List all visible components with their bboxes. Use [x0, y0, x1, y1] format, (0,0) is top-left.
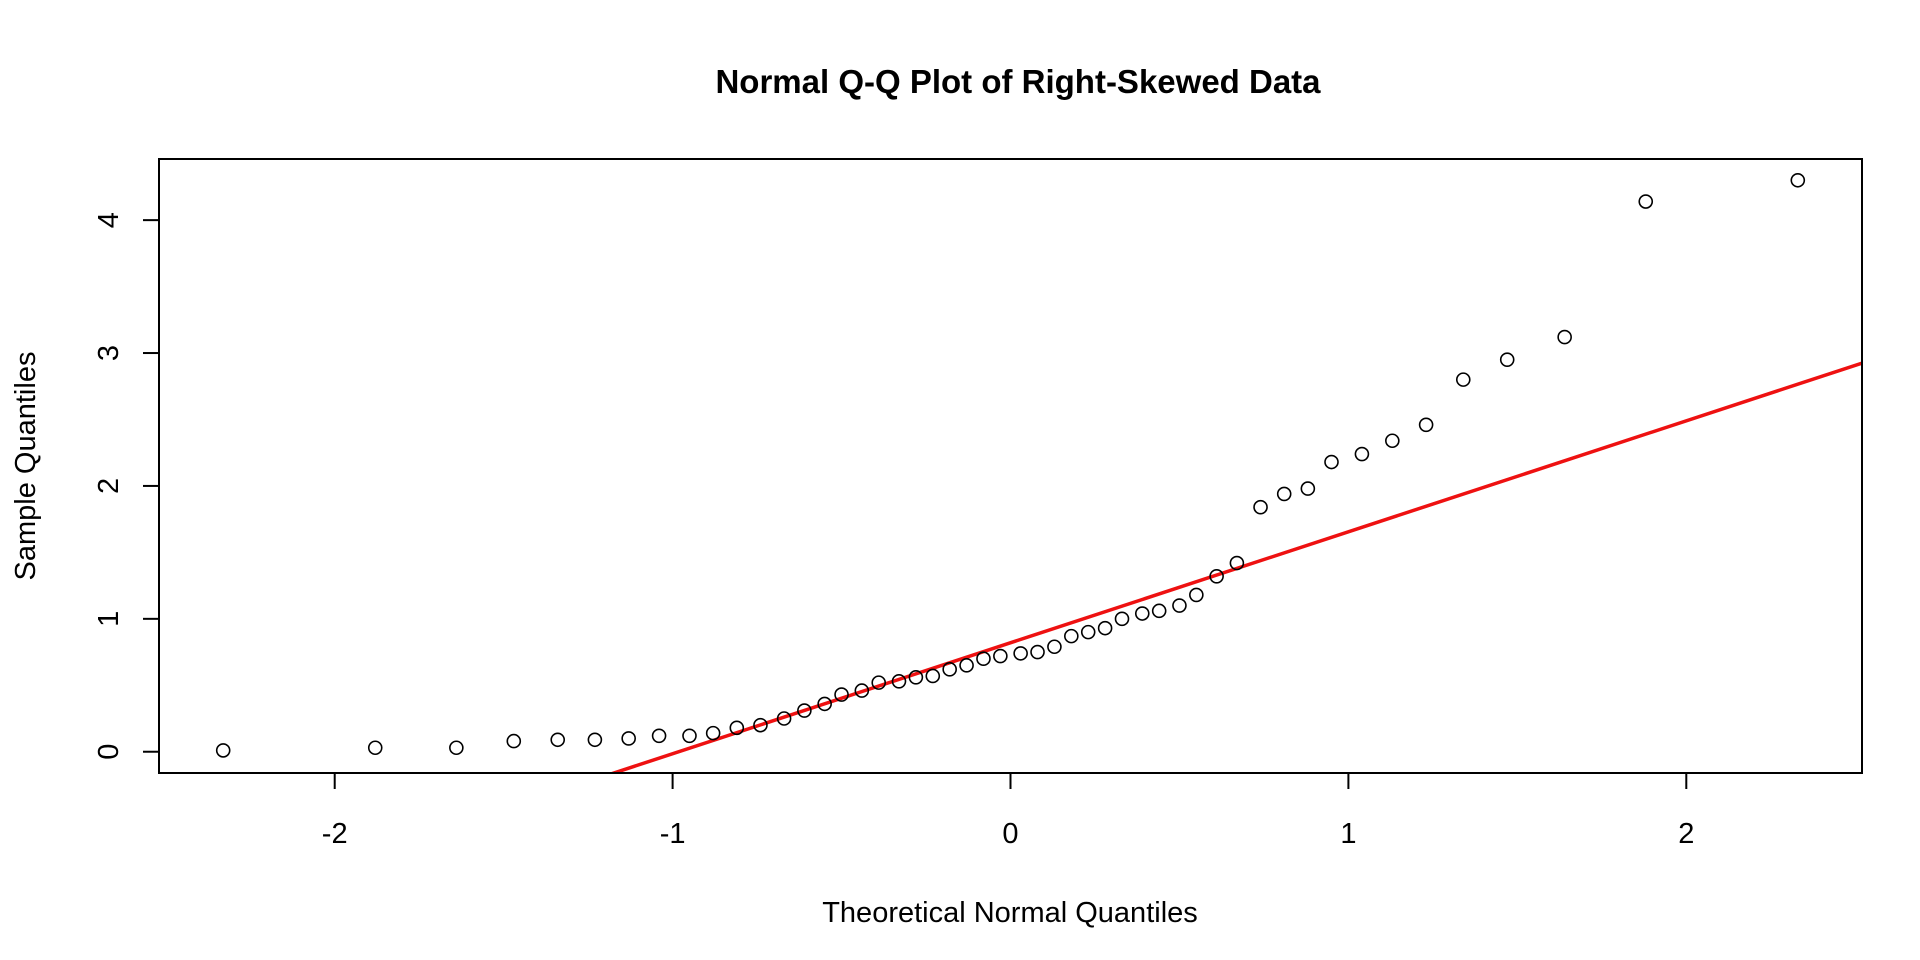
- data-point-26: [1013, 646, 1028, 661]
- y-tick-label: 0: [93, 744, 125, 760]
- data-point-31: [1097, 620, 1113, 636]
- data-point-22: [942, 662, 957, 677]
- data-point-36: [1189, 587, 1204, 603]
- y-tick-label: 1: [93, 611, 125, 627]
- data-point-19: [891, 673, 907, 689]
- data-point-3: [449, 740, 464, 756]
- data-point-32: [1114, 611, 1130, 627]
- data-point-16: [834, 687, 849, 702]
- x-axis: -2 -1 0 1 2: [322, 772, 1694, 850]
- x-axis-label: Theoretical Normal Quantiles: [822, 897, 1198, 929]
- data-point-50: [1790, 172, 1806, 188]
- data-point-7: [621, 731, 636, 746]
- data-point-43: [1354, 446, 1370, 462]
- data-point-17: [854, 683, 870, 698]
- reference-line: [608, 361, 1862, 773]
- data-points: [215, 172, 1806, 758]
- data-point-15: [817, 696, 832, 712]
- data-point-33: [1134, 606, 1150, 621]
- data-point-20: [908, 670, 924, 685]
- data-point-49: [1638, 194, 1654, 209]
- data-point-24: [976, 651, 991, 667]
- data-point-13: [776, 711, 792, 726]
- data-point-39: [1253, 499, 1268, 515]
- data-point-18: [871, 675, 887, 690]
- x-tick-label: 0: [1002, 818, 1018, 850]
- data-point-48: [1557, 329, 1572, 345]
- data-point-29: [1064, 628, 1079, 644]
- data-point-38: [1229, 555, 1245, 571]
- data-point-42: [1324, 454, 1339, 470]
- x-tick-label: 2: [1678, 818, 1694, 850]
- data-point-1: [215, 743, 231, 758]
- data-point-28: [1047, 639, 1062, 655]
- data-point-21: [925, 668, 941, 684]
- x-tick-label: -1: [660, 818, 686, 850]
- data-point-46: [1455, 372, 1471, 387]
- y-tick-label: 3: [93, 345, 125, 361]
- data-point-37: [1209, 569, 1224, 584]
- y-axis: 0 1 2 3 4: [93, 212, 160, 760]
- x-tick-label: 1: [1340, 818, 1356, 850]
- data-point-34: [1151, 603, 1167, 619]
- data-point-47: [1499, 352, 1515, 367]
- data-point-23: [959, 658, 974, 673]
- y-tick-label: 4: [93, 212, 125, 228]
- data-point-14: [797, 703, 812, 718]
- data-point-4: [506, 733, 522, 749]
- y-tick-label: 2: [93, 478, 125, 494]
- data-point-30: [1080, 624, 1096, 640]
- chart-title: Normal Q-Q Plot of Right-Skewed Data: [715, 63, 1321, 100]
- data-point-44: [1385, 433, 1400, 449]
- data-point-9: [682, 728, 697, 744]
- data-point-8: [651, 728, 667, 744]
- y-axis-label: Sample Quantiles: [10, 352, 42, 581]
- data-point-10: [705, 725, 721, 741]
- data-point-12: [753, 717, 768, 733]
- data-point-40: [1276, 486, 1292, 502]
- data-point-41: [1300, 481, 1316, 496]
- data-point-35: [1172, 598, 1187, 613]
- data-point-2: [367, 740, 383, 756]
- x-tick-label: -2: [322, 818, 348, 850]
- data-point-5: [550, 732, 566, 748]
- data-point-25: [993, 648, 1008, 664]
- data-point-45: [1418, 417, 1434, 433]
- data-point-11: [729, 720, 745, 736]
- data-point-27: [1030, 644, 1045, 660]
- data-point-6: [587, 732, 603, 748]
